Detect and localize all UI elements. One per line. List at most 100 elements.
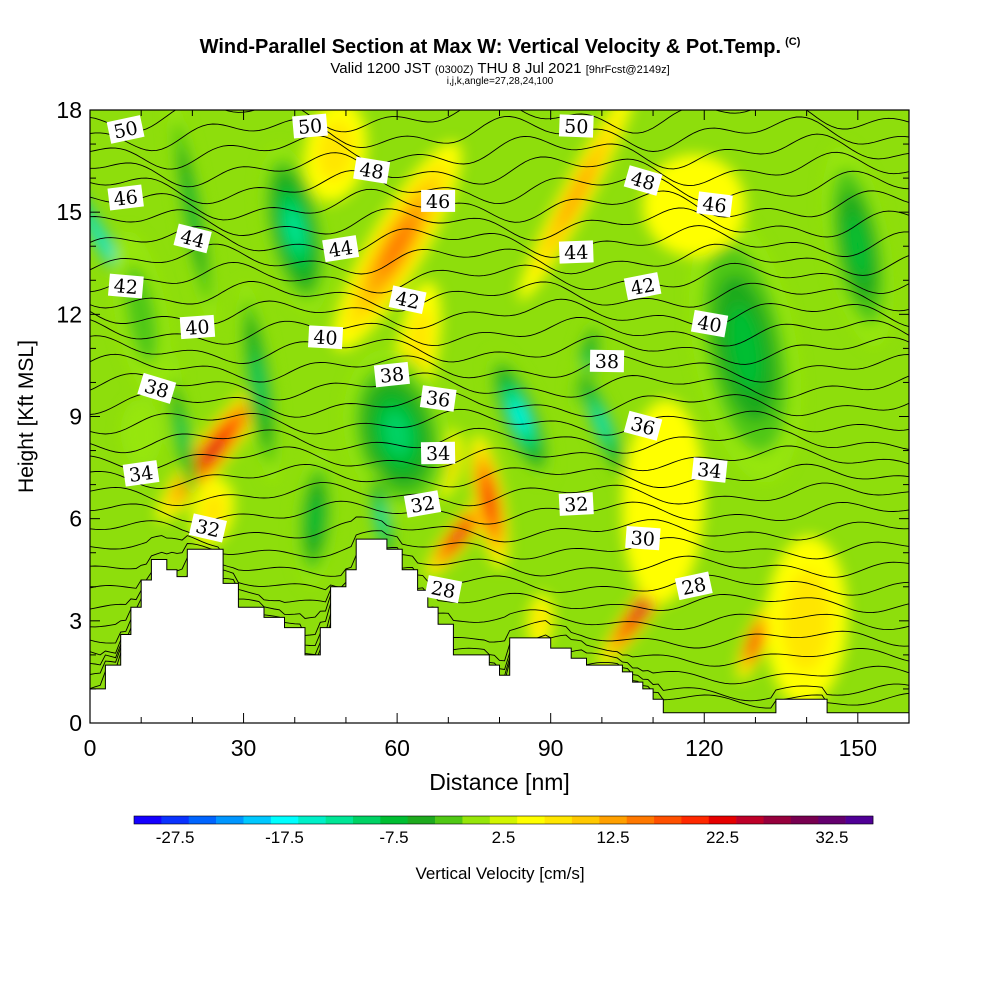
contour-label-30: 28	[674, 571, 713, 601]
contour-label-box	[421, 189, 456, 212]
contour-label-box	[322, 235, 360, 263]
colorbar-swatch	[298, 816, 326, 824]
title-mark: (C)	[785, 36, 801, 49]
chart-subtitle: Valid 1200 JST (0300Z) THU 8 Jul 2021 [9…	[0, 60, 1000, 77]
w-blob-25-level-1	[782, 571, 831, 671]
contour-label-box	[623, 410, 663, 441]
contour-label-text: 42	[113, 275, 139, 299]
w-blob-12-level-4	[383, 411, 411, 456]
w-blob-8-level-4	[380, 219, 414, 274]
contour-label-text: 34	[696, 459, 722, 483]
contour-label-text: 50	[297, 115, 323, 139]
contour-label-text: 28	[680, 574, 708, 601]
colorbar-swatch	[188, 816, 217, 824]
subtitle-date: THU 8 Jul 2021	[477, 60, 582, 77]
colorbar-frame	[133, 815, 874, 825]
contour-label-box	[173, 223, 212, 254]
y-axis-label: Height [Kft MSL]	[15, 340, 38, 493]
contour-label-box	[292, 113, 328, 139]
y-tick-label: 3	[69, 608, 82, 634]
colorbar-swatch	[845, 816, 874, 824]
w-blob-15-level-3	[557, 161, 595, 229]
theta-contour-line	[90, 225, 909, 258]
contour-label-2: 50	[558, 114, 594, 138]
x-tick-label: 60	[384, 735, 410, 761]
contour-label-box	[674, 571, 713, 601]
contour-label-25: 32	[188, 513, 227, 543]
y-tick-label: 9	[69, 404, 82, 430]
contour-label-box	[137, 372, 177, 404]
x-tick-label: 150	[839, 735, 877, 761]
contour-label-box	[388, 285, 427, 315]
colorbar-tick-label: 12.5	[596, 828, 629, 847]
contour-label-text: 32	[193, 515, 222, 542]
contour-label-box	[558, 240, 594, 264]
colorbar-swatch	[599, 816, 627, 824]
theta-contour-line	[90, 390, 909, 418]
contour-label-box	[107, 184, 144, 211]
contour-label-28: 30	[625, 525, 661, 551]
colorbar-swatch	[626, 816, 655, 824]
w-blob-26-level-1	[317, 121, 354, 181]
w-blob-18-level-9	[636, 598, 649, 616]
colorbar-tick-label: 22.5	[706, 828, 739, 847]
y-tick-label: 18	[56, 97, 82, 123]
contour-label-text: 44	[327, 237, 354, 263]
contour-label-text: 36	[425, 387, 452, 412]
colorbar-swatch	[818, 816, 846, 824]
contour-label-29: 28	[424, 575, 463, 604]
contour-label-5: 46	[107, 184, 144, 211]
contour-label-22: 34	[122, 460, 160, 487]
contour-label-text: 40	[313, 327, 338, 350]
colorbar-swatch	[736, 816, 764, 824]
contour-label-15: 40	[307, 325, 344, 350]
theta-contour-line	[90, 482, 909, 507]
theta-contour-line	[90, 170, 909, 205]
theta-contour-line	[90, 133, 909, 170]
contour-label-text: 32	[564, 493, 589, 516]
theta-contour-line	[90, 427, 909, 454]
theta-contour-line	[90, 261, 909, 294]
x-tick-label: 0	[84, 735, 97, 761]
contour-label-box	[424, 575, 463, 604]
contour-label-9: 44	[322, 235, 360, 263]
contour-label-text: 28	[429, 577, 457, 603]
w-blob-0-level-7	[92, 224, 119, 269]
contour-label-box	[403, 490, 442, 518]
colorbar-swatch	[571, 816, 600, 824]
chart-title: Wind-Parallel Section at Max W: Vertical…	[0, 36, 1000, 59]
contour-label-27: 32	[558, 492, 594, 517]
theta-contour-line	[90, 372, 909, 401]
contour-label-11: 42	[107, 273, 144, 299]
w-blob-23-level-0	[642, 154, 746, 257]
w-blob-13-level-7	[514, 405, 526, 428]
w-blob-10-level-8	[453, 529, 464, 542]
contour-label-6: 46	[421, 189, 456, 213]
contour-label-19: 38	[589, 349, 625, 373]
colorbar-swatch	[325, 816, 354, 824]
contour-label-18: 38	[373, 361, 410, 388]
contour-label-text: 34	[426, 443, 451, 465]
colorbar-swatch	[681, 816, 710, 824]
colorbar-swatch	[708, 816, 737, 824]
contour-label-box	[179, 314, 216, 340]
w-blob-7-level-5	[287, 210, 303, 248]
contour-label-box	[589, 349, 625, 373]
w-blob-29-level-3	[308, 497, 322, 541]
contour-label-14: 40	[179, 314, 216, 340]
colorbar-swatch	[134, 816, 162, 824]
colorbar-swatch	[352, 816, 381, 824]
x-tick-label: 120	[685, 735, 723, 761]
contour-label-box	[307, 325, 344, 350]
contour-label-box	[373, 361, 410, 388]
contour-label-24: 34	[691, 457, 728, 483]
w-blob-17-level-6	[596, 411, 608, 436]
contour-label-text: 48	[358, 159, 385, 185]
contour-label-box	[122, 460, 160, 487]
contour-label-text: 38	[379, 363, 405, 387]
colorbar-swatch	[790, 816, 819, 824]
contour-label-26: 32	[403, 490, 442, 518]
contour-label-4: 48	[623, 165, 663, 196]
contour-label-box	[558, 114, 594, 138]
